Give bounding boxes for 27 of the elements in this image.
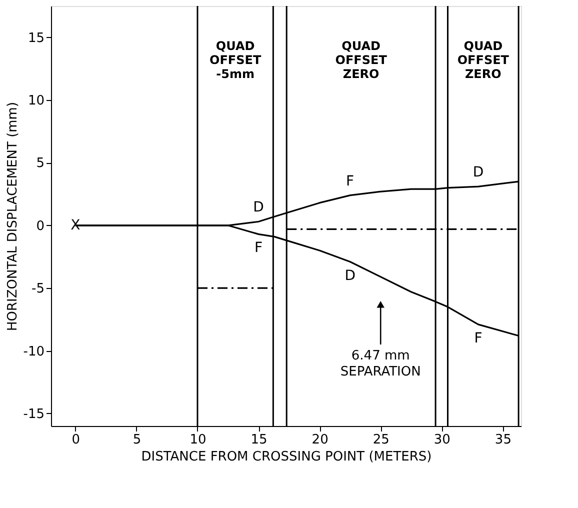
annotation: QUAD OFFSET ZERO bbox=[335, 39, 388, 81]
y-tick-label: 10 bbox=[28, 94, 44, 109]
x-tick-label: 20 bbox=[312, 432, 328, 448]
annotation: D bbox=[253, 200, 264, 216]
annotation: QUAD OFFSET -5mm bbox=[210, 39, 262, 81]
y-tick-label: -5 bbox=[32, 282, 44, 297]
y-axis-title: HORIZONTAL DISPLACEMENT (mm) bbox=[5, 102, 20, 332]
annotation: D bbox=[344, 268, 356, 284]
x-tick-label: 5 bbox=[132, 432, 142, 448]
y-tick-label: 0 bbox=[36, 218, 44, 234]
y-tick-label: 15 bbox=[28, 30, 44, 46]
y-tick-label: -15 bbox=[23, 406, 44, 422]
annotation: 6.47 mm SEPARATION bbox=[340, 348, 421, 380]
annotation: F bbox=[254, 240, 263, 256]
x-tick-label: 10 bbox=[190, 432, 206, 448]
y-tick-label: -10 bbox=[23, 344, 44, 360]
x-tick-label: 30 bbox=[434, 432, 450, 448]
x-tick-label: 15 bbox=[250, 432, 268, 448]
x-tick-label: 35 bbox=[494, 432, 512, 448]
annotation: F bbox=[346, 173, 354, 190]
x-tick-label: 0 bbox=[72, 432, 80, 448]
y-tick-label: 5 bbox=[36, 156, 44, 172]
x-axis-title: DISTANCE FROM CROSSING POINT (METERS) bbox=[141, 450, 432, 464]
annotation: QUAD OFFSET ZERO bbox=[457, 39, 510, 81]
annotation: F bbox=[474, 330, 482, 346]
x-tick-label: 25 bbox=[372, 432, 390, 448]
annotation: D bbox=[472, 164, 484, 181]
